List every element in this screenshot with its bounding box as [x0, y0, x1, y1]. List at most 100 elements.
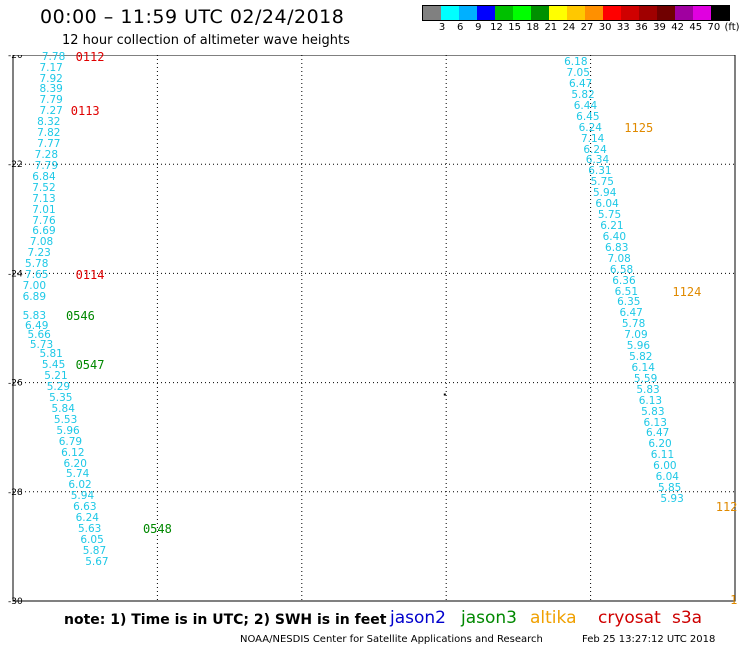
color-scale-bar	[422, 5, 730, 21]
wave-height-label: 6.45	[576, 110, 600, 123]
wave-height-label: 7.08	[29, 236, 54, 249]
scale-swatch	[459, 6, 477, 20]
wave-height-label: 5.96	[56, 424, 80, 437]
wave-height-label: 5.94	[70, 490, 95, 503]
wave-height-label: 5.85	[657, 482, 682, 495]
wave-height-label: 5.78	[621, 318, 646, 331]
map-plot: -90-87-84-81-78-75-20-22-24-26-28-30	[8, 55, 736, 605]
page-title: 00:00 – 11:59 UTC 02/24/2018	[40, 6, 345, 28]
wave-height-label: 6.69	[32, 225, 56, 238]
wave-height-label: 7.28	[34, 149, 59, 161]
scale-label: 6	[457, 22, 464, 33]
scale-swatch	[513, 6, 531, 20]
wave-height-label: 6.83	[605, 241, 629, 254]
wave-height-label: 5.83	[22, 310, 47, 323]
wave-height-label: 6.14	[631, 361, 655, 374]
wave-height-label: 7.09	[624, 329, 648, 342]
pass-time-label: 1125	[624, 120, 654, 135]
wave-height-label: 5.21	[44, 370, 68, 383]
wave-height-label: 6.84	[32, 170, 56, 183]
wave-height-label: 6.13	[643, 416, 667, 429]
scale-swatch	[639, 6, 657, 20]
footer-timestamp: Feb 25 13:27:12 UTC 2018	[582, 634, 716, 645]
wave-height-label: 6.40	[602, 230, 627, 243]
wave-height-label: 6.24	[583, 143, 607, 156]
footer-credit: NOAA/NESDIS Center for Satellite Applica…	[240, 634, 543, 645]
wave-height-label: 6.11	[650, 449, 675, 462]
wave-height-label: 6.18	[564, 56, 588, 69]
wave-height-label: 6.02	[68, 479, 92, 492]
pass-time-label: 0546	[65, 309, 95, 324]
wave-height-label: 6.47	[619, 307, 643, 320]
wave-height-label: 5.81	[39, 348, 63, 361]
wave-height-label: 8.39	[39, 83, 63, 96]
scale-swatch	[549, 6, 567, 20]
scale-swatch	[693, 6, 711, 20]
wave-height-label: 6.51	[614, 285, 639, 298]
wave-height-label: 7.52	[32, 181, 56, 194]
wave-height-label: 5.82	[629, 351, 653, 364]
wave-height-label: 6.20	[63, 457, 87, 470]
scale-label: 12	[490, 22, 503, 33]
wave-height-label: 5.84	[51, 402, 75, 415]
misc-point	[443, 393, 446, 396]
scale-swatch	[657, 6, 675, 20]
page-subtitle: 12 hour collection of altimeter wave hei…	[62, 33, 350, 48]
wave-height-label: 5.66	[27, 329, 51, 342]
wave-height-label: 7.65	[25, 269, 49, 282]
wave-height-label: 5.83	[641, 405, 665, 418]
wave-height-label: 6.20	[648, 438, 672, 451]
scale-label: 39	[653, 22, 666, 33]
y-tick-label: -28	[8, 488, 23, 498]
wave-height-label: 8.32	[37, 116, 61, 129]
wave-height-label: 7.13	[32, 192, 56, 205]
wave-height-label: 7.77	[37, 138, 61, 151]
scale-label: 42	[671, 22, 685, 33]
scale-label: 33	[616, 22, 630, 33]
y-tick-label: -30	[8, 597, 23, 605]
wave-height-label: 6.04	[655, 471, 679, 484]
wave-height-label: 6.05	[80, 533, 104, 546]
wave-height-label: 6.24	[75, 512, 99, 525]
wave-height-label: 5.73	[29, 339, 54, 352]
wave-height-label: 5.75	[597, 209, 622, 222]
wave-height-label: 5.29	[46, 381, 71, 394]
axis-ticks: -90-87-84-81-78-75-20-22-24-26-28-30	[8, 55, 23, 605]
satellite-legend-entry: cryosat	[598, 608, 661, 628]
y-tick-label: -24	[8, 269, 23, 279]
wave-height-label: 6.34	[585, 154, 610, 167]
scale-swatch	[495, 6, 513, 20]
wave-height-label: 5.59	[633, 372, 658, 385]
scale-swatch	[423, 6, 441, 20]
wave-height-label: 7.78	[41, 50, 66, 63]
wave-height-label: 7.17	[39, 61, 63, 74]
scale-label: 24	[562, 22, 576, 33]
wave-height-label: 6.13	[638, 394, 663, 407]
pass-time-label: 1124	[672, 284, 702, 299]
wave-height-label: 6.44	[573, 99, 598, 112]
satellite-legend-entry: altika	[530, 608, 577, 628]
wave-height-label: 5.96	[626, 340, 651, 353]
wave-height-label: 5.83	[636, 383, 660, 396]
wave-height-label: 6.04	[595, 198, 619, 211]
scale-swatch	[441, 6, 459, 20]
satellite-legend-entry: jason2	[390, 608, 446, 628]
wave-height-label: 5.67	[85, 555, 109, 568]
scale-swatch	[477, 6, 495, 20]
scale-label: 27	[580, 22, 594, 33]
wave-height-label: 7.23	[27, 247, 51, 260]
wave-height-label: 6.00	[653, 460, 677, 473]
pass-time-label: 0113	[70, 104, 100, 119]
scale-swatch	[585, 6, 603, 20]
wave-height-label: 7.82	[37, 127, 61, 140]
wave-height-label: 6.12	[61, 446, 85, 459]
wave-height-label: 5.35	[49, 391, 73, 404]
wave-height-label: 5.87	[82, 544, 107, 557]
wave-height-label: 5.93	[660, 492, 684, 505]
scale-swatch	[531, 6, 549, 20]
wave-height-label: 7.79	[34, 159, 59, 172]
scale-swatch	[711, 6, 729, 20]
wave-height-label: 5.78	[25, 258, 49, 271]
scale-label: 70	[707, 22, 721, 33]
wave-height-label: 6.35	[617, 296, 641, 309]
